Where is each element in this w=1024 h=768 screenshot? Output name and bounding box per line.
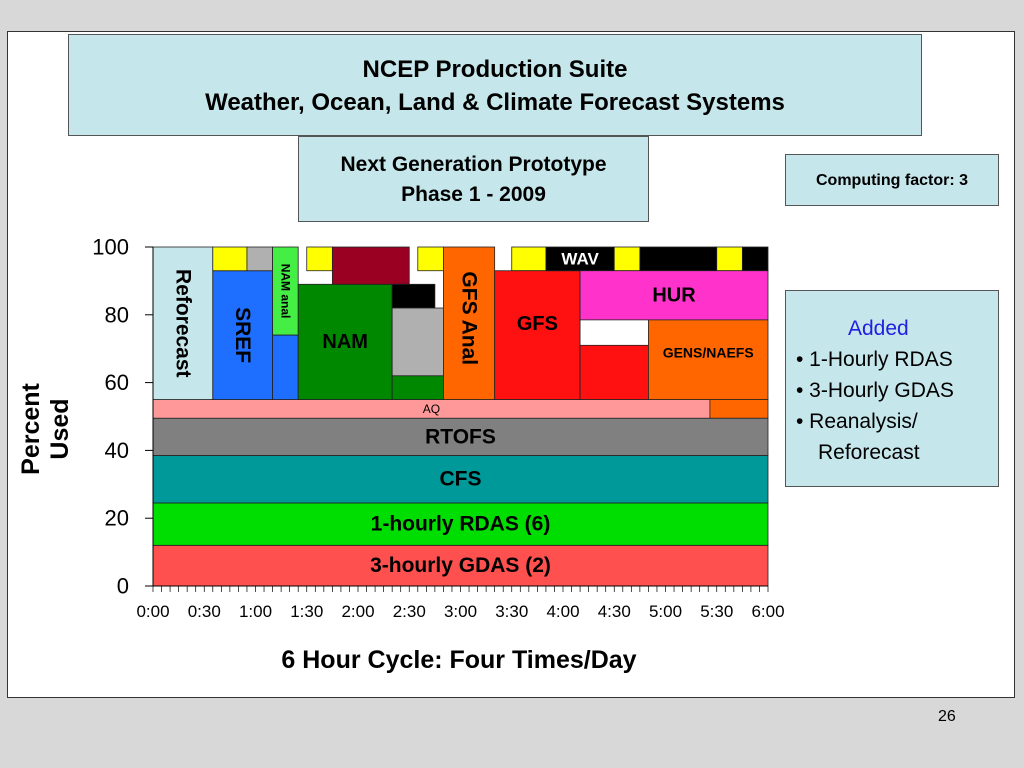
block-label: GFS Anal [458,271,481,365]
y-tick-label: 20 [105,506,129,531]
added-item: • 1-Hourly RDAS [796,348,953,371]
block-label: RTOFS [425,425,496,448]
chart-block [152,417,769,456]
x-tick-label: 4:30 [598,602,631,621]
title-line-2: Weather, Ocean, Land & Climate Forecast … [205,89,785,116]
chart-block [741,246,769,272]
chart-block [391,375,444,400]
computing-factor-text: Computing factor: 3 [816,172,968,189]
computing-factor-box: Computing factor: 3 [785,154,999,206]
prototype-line-1: Next Generation Prototype [340,153,607,176]
x-tick-label: 2:00 [341,602,374,621]
block-label: CFS [440,468,482,491]
chart-block [212,270,273,400]
chart-block [152,502,769,546]
chart-block [579,344,649,400]
block-label: 3-hourly GDAS (2) [370,554,551,577]
x-tick-label: 1:30 [290,602,323,621]
x-tick-label: 3:30 [495,602,528,621]
x-tick-label: 0:30 [188,602,221,621]
chart-block [511,246,547,272]
chart-block [391,307,444,377]
added-item: • Reanalysis/ [796,410,918,433]
page-number: 26 [938,708,956,725]
chart-block [417,246,444,272]
block-label: GFS [517,313,558,335]
x-tick-label: 5:00 [649,602,682,621]
y-axis-label: Percent Used [17,383,74,475]
y-tick-label: 100 [92,235,129,260]
chart-block [443,246,496,400]
title-box: NCEP Production Suite Weather, Ocean, La… [68,34,922,136]
block-label: HUR [652,284,696,306]
block-label: 1-hourly RDAS (6) [371,513,551,536]
chart-block [613,246,641,272]
prototype-line-2: Phase 1 - 2009 [401,183,546,206]
block-label: SREF [231,307,254,363]
x-tick-label: 4:00 [546,602,579,621]
chart-block [648,319,769,400]
x-tick-label: 1:00 [239,602,272,621]
block-label: NAM [322,331,368,353]
added-box: Added • 1-Hourly RDAS • 3-Hourly GDAS • … [785,290,999,487]
x-tick-label: 5:30 [700,602,733,621]
added-item: Reforecast [818,441,920,464]
chart-block [297,283,393,400]
chart-block [716,246,743,272]
chart-block [212,246,248,272]
y-tick-label: 0 [117,574,129,599]
block-label: AQ [423,402,440,416]
y-tick-label: 60 [105,370,129,395]
title-line-1: NCEP Production Suite [362,56,628,83]
chart-block [152,246,214,400]
chart-block [639,246,718,272]
added-item: • 3-Hourly GDAS [796,379,954,402]
chart-block [306,246,333,272]
block-label: Reforecast [171,269,194,378]
block-label: GENS/NAEFS [663,345,754,361]
chart-block [391,283,436,309]
x-tick-label: 6:00 [751,602,784,621]
chart-block [331,246,410,285]
chart-block [272,334,299,400]
added-heading: Added [848,317,909,340]
x-axis-label: 6 Hour Cycle: Four Times/Day [281,646,637,674]
chart-block [579,270,769,321]
y-tick-label: 40 [105,438,129,463]
chart-block [709,399,769,419]
y-tick-label: 80 [105,302,129,327]
x-tick-label: 3:00 [444,602,477,621]
prototype-box: Next Generation Prototype Phase 1 - 2009 [298,136,649,222]
chart-block [494,270,581,400]
x-tick-label: 2:30 [393,602,426,621]
x-tick-label: 0:00 [136,602,169,621]
block-label: NAM anal [278,264,292,319]
chart-block [246,246,273,272]
block-label: WAV [561,249,599,268]
